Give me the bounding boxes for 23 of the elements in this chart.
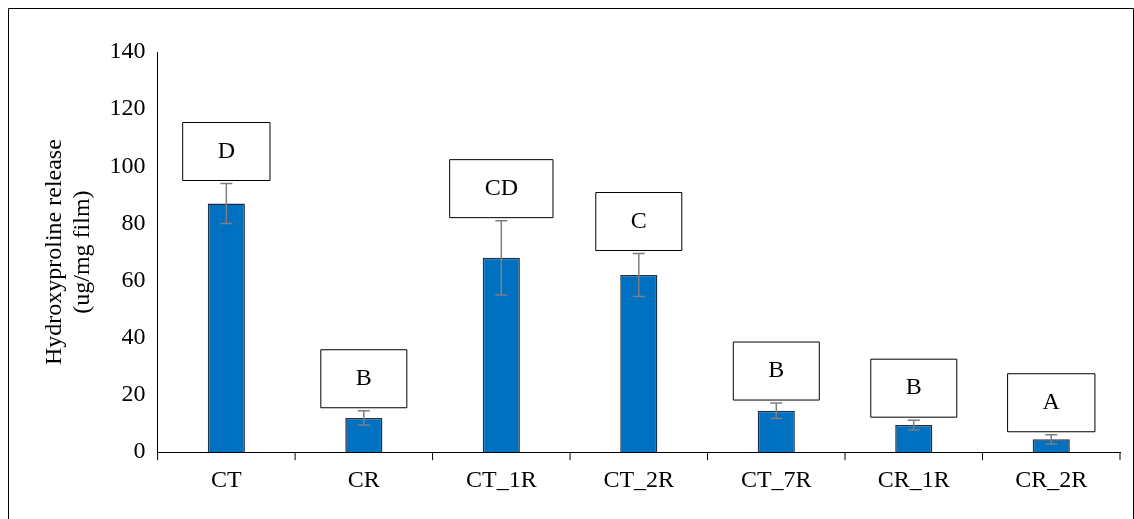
annotation: A [1042, 388, 1061, 415]
annotation: D [217, 136, 236, 163]
x-tick-label: CT [211, 465, 243, 492]
x-tick-label: CR_1R [877, 465, 950, 492]
y-axis-title: Hydroxyproline release (ug/mg film) [39, 139, 95, 366]
x-tick-label: CT_2R [603, 465, 675, 492]
x-tick-label: CT_7R [740, 465, 812, 492]
y-tick-label: 80 [121, 208, 146, 235]
y-tick-label: 120 [109, 94, 146, 121]
y-tick-label: 100 [109, 151, 146, 178]
x-tick-label: CT_1R [465, 465, 537, 492]
y-tick-label: 0 [133, 437, 146, 464]
annotation: CD [484, 173, 518, 200]
y-tick-label: 140 [109, 37, 146, 64]
annotation: C [630, 206, 647, 233]
x-tick-label: CR [347, 465, 380, 492]
y-tick-label: 20 [121, 380, 146, 407]
y-tick-label: 40 [121, 323, 146, 350]
y-tick-label: 60 [121, 265, 146, 292]
annotation: B [355, 364, 372, 391]
annotation: B [905, 373, 922, 400]
annotation: B [768, 356, 785, 383]
x-tick-label: CR_2R [1015, 465, 1088, 492]
